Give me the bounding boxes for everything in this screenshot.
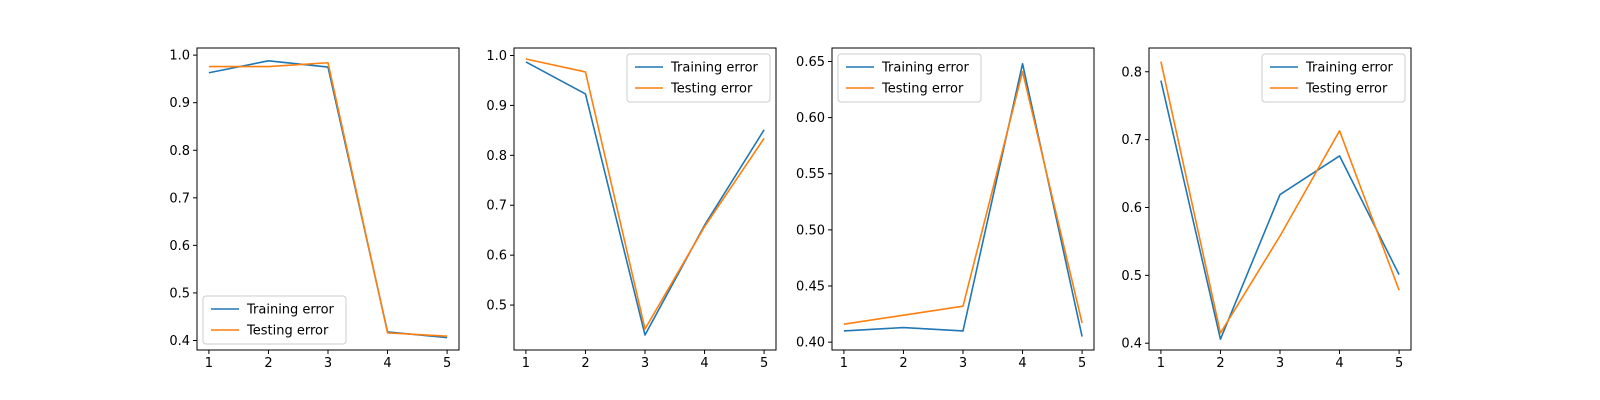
y-tick-label: 0.50 [796,223,825,238]
x-tick-label: 3 [641,356,649,371]
y-tick-label: 0.8 [1121,65,1142,80]
series-line-1 [1160,80,1400,340]
legend: Training error Testing error [837,53,982,103]
y-tick-label: 0.6 [169,239,190,254]
x-tick-label: 2 [264,356,272,371]
legend: Training error Testing error [626,53,771,103]
y-tick-label: 0.9 [486,99,507,114]
y-tick-label: 0.4 [169,334,190,349]
legend-label-1: Training error [1305,61,1394,76]
x-tick-label: 5 [1395,356,1403,371]
y-tick-label: 0.4 [1121,337,1142,352]
x-tick-label: 2 [1216,356,1224,371]
x-tick-label: 5 [760,356,768,371]
series-line-2 [208,61,448,338]
x-tick-label: 5 [443,356,451,371]
x-tick-label: 1 [522,356,530,371]
x-tick-label: 4 [700,356,708,371]
y-tick-label: 0.45 [796,280,825,295]
x-tick-label: 4 [1018,356,1026,371]
y-tick-label: 0.6 [486,249,507,264]
x-tick-label: 1 [1157,356,1165,371]
series-line-2 [1160,61,1400,334]
x-tick-label: 3 [324,356,332,371]
legend-label-2: Testing error [881,82,964,97]
y-tick-label: 0.6 [1121,201,1142,216]
legend-label-1: Training error [881,61,970,76]
legend-label-2: Testing error [670,82,753,97]
y-tick-label: 0.5 [1121,269,1142,284]
legend-box [837,53,982,103]
y-tick-label: 0.65 [796,55,825,70]
y-tick-label: 0.5 [169,286,190,301]
y-tick-label: 1.0 [486,49,507,64]
x-tick-label: 5 [1078,356,1086,371]
y-tick-label: 0.40 [796,336,825,351]
series-line-2 [525,58,765,330]
x-tick-label: 1 [205,356,213,371]
y-tick-label: 0.55 [796,167,825,182]
x-tick-label: 3 [1276,356,1284,371]
x-tick-label: 3 [959,356,967,371]
y-tick-label: 1.0 [169,49,190,64]
x-tick-label: 4 [1335,356,1343,371]
series-line-1 [525,61,765,336]
x-tick-label: 2 [899,356,907,371]
chart-3: 1 2 3 4 5 0.40 0.45 0.50 0.55 0.60 0.65 Training er… [796,47,1095,371]
x-tick-label: 1 [840,356,848,371]
series-line-2 [843,70,1083,325]
chart-2: 1 2 3 4 5 0.5 0.6 0.7 0.8 0.9 1.0 Training error Tes… [486,47,777,371]
y-tick-label: 0.8 [486,149,507,164]
chart-4: 1 2 3 4 5 0.4 0.5 0.6 0.7 0.8 Training error Testin… [1121,47,1412,371]
legend-label-2: Testing error [1305,82,1388,97]
legend-label-2: Testing error [246,324,329,339]
chart-1: 1 2 3 4 5 0.4 0.5 0.6 0.7 0.8 0.9 1.0 Training error… [169,47,460,371]
y-tick-label: 0.5 [486,299,507,314]
legend-box [626,53,771,103]
y-tick-label: 0.8 [169,144,190,159]
legend: Training error Testing error [1261,53,1406,103]
legend-box [1261,53,1406,103]
y-tick-label: 0.7 [169,191,190,206]
x-tick-label: 2 [581,356,589,371]
y-tick-label: 0.7 [1121,133,1142,148]
y-tick-label: 0.9 [169,96,190,111]
y-tick-label: 0.60 [796,111,825,126]
legend-label-1: Training error [246,303,335,318]
legend-label-1: Training error [670,61,759,76]
legend: Training error Testing error [202,295,347,345]
y-tick-label: 0.7 [486,199,507,214]
x-tick-label: 4 [383,356,391,371]
legend-box [202,295,347,345]
